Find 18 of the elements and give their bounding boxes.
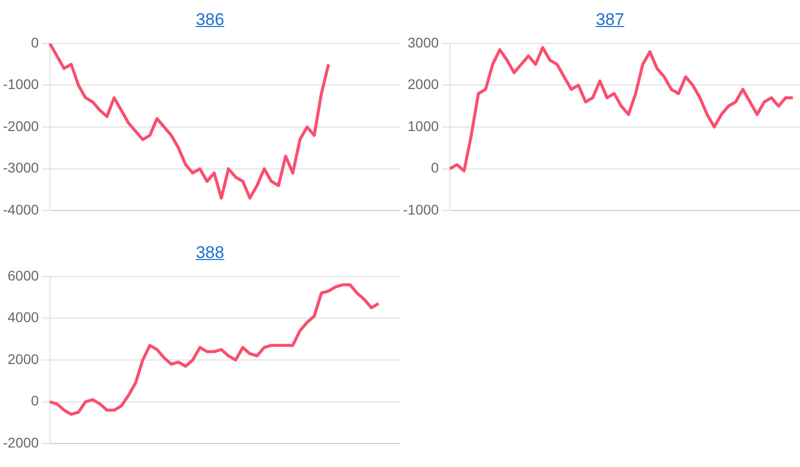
y-tick-label: 6000 xyxy=(8,267,40,284)
y-tick-label: -2000 xyxy=(2,118,40,134)
y-tick-label: 2000 xyxy=(8,350,40,367)
y-tick-label: 0 xyxy=(31,34,40,50)
y-tick-label: -2000 xyxy=(2,434,40,450)
y-tick-label: 4000 xyxy=(8,309,40,326)
chart-title: 387 xyxy=(594,10,626,30)
y-tick-label: 3000 xyxy=(408,34,440,50)
y-tick-label: 0 xyxy=(431,160,440,176)
y-tick-label: 1000 xyxy=(408,118,440,134)
y-tick-label: -4000 xyxy=(2,201,40,218)
y-tick-label: 2000 xyxy=(408,76,440,92)
y-tick-label: 0 xyxy=(31,392,40,409)
chart-title: 386 xyxy=(194,10,226,30)
y-tick-label: -1000 xyxy=(2,76,40,92)
y-tick-label: -3000 xyxy=(2,160,40,176)
chart-title: 388 xyxy=(194,243,226,263)
y-tick-label: -1000 xyxy=(402,201,440,218)
